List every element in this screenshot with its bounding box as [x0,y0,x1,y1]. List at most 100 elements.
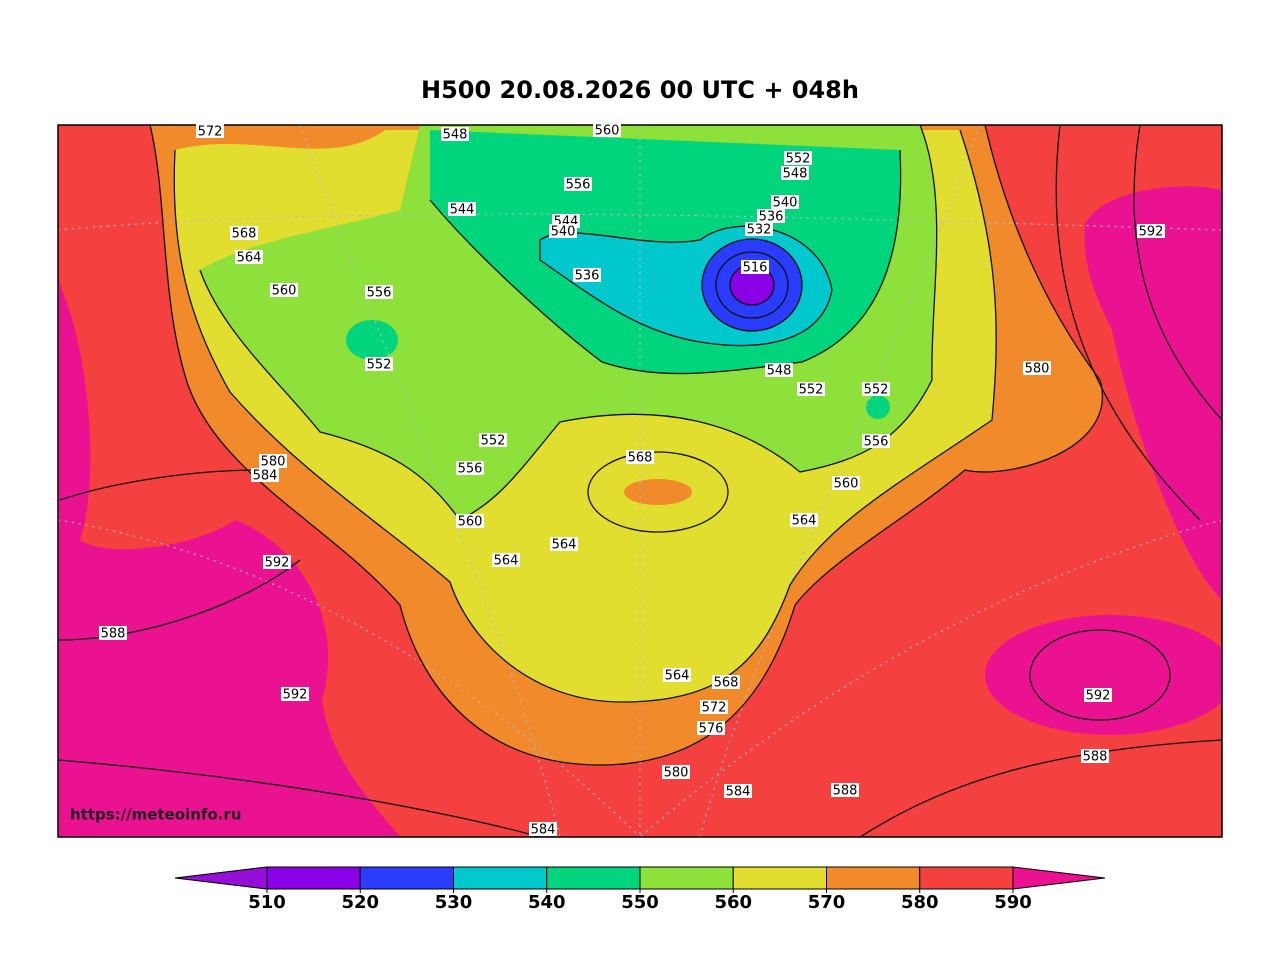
contour-label: 540 [551,225,576,240]
contour-label: 580 [1025,362,1050,377]
contour-label-box [456,514,484,528]
contour-line [587,451,729,533]
contour-label-box [781,166,809,180]
colorbar-segment [266,866,361,890]
contour-label: 592 [283,688,308,703]
contour-label-box [741,260,769,274]
contour-label: 584 [253,469,278,484]
contour-line [715,251,789,319]
contour-label-box [456,461,484,475]
contour-label: 536 [575,269,600,284]
colorbar-segment [826,866,921,890]
contour-label-box [448,202,476,216]
contour-label-box [529,822,557,836]
contour-label-box [251,468,279,482]
contour-label: 540 [773,196,798,211]
contour-label-box [765,363,793,377]
contour-label: 556 [458,462,483,477]
contour-label-box [1023,361,1051,375]
contour-label: 564 [665,669,690,684]
contour-label-box [771,195,799,209]
colorbar-tick-label: 570 [808,892,846,913]
contour-label: 584 [726,785,751,800]
contour-line [58,125,1222,837]
watermark: https://meteoinfo.ru [70,806,242,824]
field-540-550 [866,395,890,419]
contour-label-box [441,127,469,141]
field-540-550 [346,320,398,360]
contour-label-box [196,124,224,138]
contour-label: 588 [101,627,126,642]
contour-label-box [1084,688,1112,702]
height-field [58,125,1222,837]
colorbar-tick-label: 580 [901,892,939,913]
colorbar-segment [919,866,1014,890]
map-title: H500 20.08.2026 00 UTC + 048h [421,76,859,104]
contour-label-box [259,454,287,468]
contour-label: 536 [759,210,784,225]
contour-label-box [663,668,691,682]
contour-label-box [549,224,577,238]
colorbar-segment [453,866,548,890]
contour-label-box [573,268,601,282]
colorbar-tick-label: 590 [994,892,1032,913]
contour-label-box [1081,749,1109,763]
contour-line [539,225,833,347]
contour-label: 548 [767,364,792,379]
contour-label: 564 [792,514,817,529]
contour-label: 556 [566,178,591,193]
contour-label-box [832,476,860,490]
contour-line [701,238,803,332]
contour-label-box [626,450,654,464]
contour-line [149,125,1103,766]
contour-line [1029,629,1171,721]
contour-label: 560 [458,515,483,530]
contour-label: 580 [261,455,286,470]
contour-label: 560 [834,477,859,492]
contour-label: 544 [450,203,475,218]
contour-label-box [662,765,690,779]
contour-label-box [790,513,818,527]
contour-label: 580 [664,766,689,781]
map-frame [57,124,1223,838]
colorbar-tick-label: 540 [528,892,566,913]
contour-label-box [745,222,773,236]
colorbar-segment [732,866,827,890]
contour-line [173,129,997,703]
contour-label-box [1137,224,1165,238]
contour-label-box [700,700,728,714]
contour-label: 592 [1139,225,1164,240]
contour-label-box [365,357,393,371]
contour-label-box [724,784,752,798]
colorbar-segment [639,866,734,890]
colorbar-tick-label: 520 [341,892,379,913]
contour-label-box [235,250,263,264]
contour-label: 552 [864,383,889,398]
colorbar-tick-label: 530 [435,892,473,913]
graticule [58,125,1222,837]
contour-label-box [862,382,890,396]
contour-label: 572 [198,125,223,140]
contour-label: 588 [833,784,858,799]
contour-label: 592 [265,556,290,571]
colorbar-over [1012,866,1106,890]
colorbar-under [174,866,268,890]
contour-label-box [365,285,393,299]
field-570-580 [624,479,692,505]
contour-label: 564 [494,554,519,569]
field-over-590 [1084,186,1222,600]
contour-label-box [697,721,725,735]
contour-label: 556 [367,286,392,301]
contour-label: 516 [743,261,768,276]
contour-label-box [712,675,740,689]
contour-label-box [479,433,507,447]
contour-label: 556 [864,435,889,450]
contour-label: 552 [786,152,811,167]
contour-label: 584 [531,823,556,838]
contour-label: 568 [628,451,653,466]
contour-line [429,149,902,375]
contour-label-box [270,283,298,297]
contour-label-box [862,434,890,448]
contour-label-box [99,626,127,640]
contour-label-box [757,209,785,223]
